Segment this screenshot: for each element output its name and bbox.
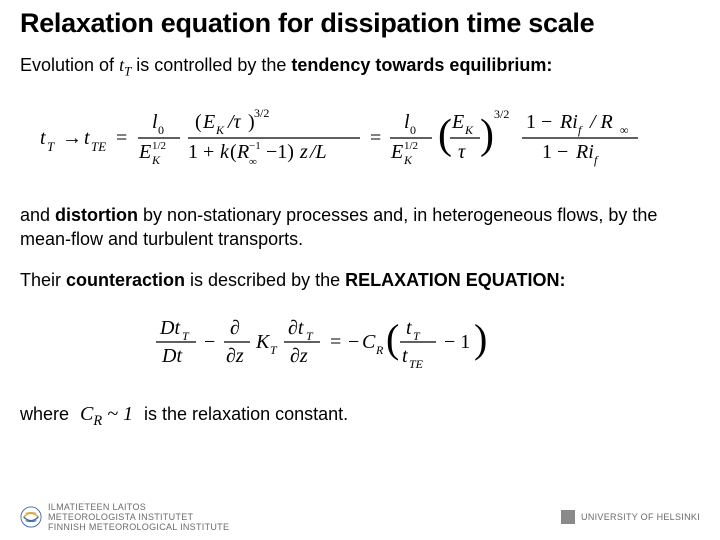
svg-text:K: K xyxy=(403,153,413,167)
svg-text:/L: /L xyxy=(309,141,327,163)
svg-text:Ri: Ri xyxy=(575,141,594,163)
svg-text:− 1: − 1 xyxy=(444,331,470,353)
fmi-line3: FINNISH METEOROLOGICAL INSTITUTE xyxy=(48,522,229,532)
svg-text:t: t xyxy=(406,317,412,339)
line3-mid: is described by the xyxy=(185,270,345,290)
svg-text:): ) xyxy=(474,316,487,361)
fmi-line2: METEOROLOGISTA INSTITUTET xyxy=(48,512,229,522)
svg-text:−: − xyxy=(348,331,359,353)
svg-text:∞: ∞ xyxy=(249,156,257,168)
svg-text:→: → xyxy=(62,127,82,149)
line2-bold: distortion xyxy=(55,205,138,225)
svg-text:∂: ∂ xyxy=(230,317,240,339)
line1-bold: tendency towards equilibrium: xyxy=(291,55,552,75)
equation-relaxation: Dt T Dt − ∂ ∂z K T ∂t T ∂z = − C R xyxy=(20,310,700,379)
svg-text:(: ( xyxy=(195,111,202,133)
svg-text:t: t xyxy=(40,127,46,149)
svg-text:3/2: 3/2 xyxy=(254,106,269,120)
svg-text:1 +: 1 + xyxy=(188,141,214,163)
relaxation-constant-expr: CR ~ 1 xyxy=(74,403,139,425)
helsinki-logo-icon xyxy=(561,510,575,524)
svg-text:t: t xyxy=(402,345,408,367)
svg-text:=: = xyxy=(116,127,127,149)
slide-footer: ILMATIETEEN LAITOS METEOROLOGISTA INSTIT… xyxy=(20,502,700,532)
line3-pre: Their xyxy=(20,270,66,290)
helsinki-text: UNIVERSITY OF HELSINKI xyxy=(581,512,700,522)
slide-title: Relaxation equation for dissipation time… xyxy=(20,8,700,39)
svg-text:T: T xyxy=(270,343,278,357)
svg-text:): ) xyxy=(480,112,494,158)
where-line: where CR ~ 1 is the relaxation constant. xyxy=(20,401,700,431)
line3-bold1: counteraction xyxy=(66,270,185,290)
line4-pre: where xyxy=(20,404,69,424)
fmi-logo-icon xyxy=(20,506,42,528)
svg-text:1/2: 1/2 xyxy=(152,140,166,152)
svg-text:Dt: Dt xyxy=(159,317,180,339)
svg-text:−: − xyxy=(204,331,215,353)
fmi-line1: ILMATIETEEN LAITOS xyxy=(48,502,229,512)
svg-text:TE: TE xyxy=(91,139,106,154)
line1-post: is controlled by the xyxy=(131,55,291,75)
svg-text:E: E xyxy=(451,111,464,133)
svg-text:k: k xyxy=(220,141,230,163)
svg-text:K: K xyxy=(464,123,474,137)
distortion-line: and distortion by non-stationary process… xyxy=(20,203,700,252)
svg-text:τ: τ xyxy=(458,141,466,163)
svg-text:R: R xyxy=(375,343,384,357)
svg-text:(: ( xyxy=(438,112,452,158)
svg-text:K: K xyxy=(215,123,225,137)
equation-equilibrium: t T → t TE = l 0 E K 1/2 ( E K /τ ) 3/2 xyxy=(20,98,700,181)
footer-right: UNIVERSITY OF HELSINKI xyxy=(561,510,700,524)
svg-text:K: K xyxy=(151,153,161,167)
svg-text:=: = xyxy=(330,331,341,353)
svg-text:∂z: ∂z xyxy=(226,345,244,367)
svg-text:T: T xyxy=(47,139,55,154)
svg-text:3/2: 3/2 xyxy=(494,107,509,121)
svg-text:E: E xyxy=(202,111,215,133)
svg-text:T: T xyxy=(182,329,190,343)
counteraction-line: Their counteraction is described by the … xyxy=(20,268,700,292)
svg-text:∂t: ∂t xyxy=(288,317,304,339)
svg-text:0: 0 xyxy=(410,123,416,137)
svg-text:R: R xyxy=(236,141,249,163)
line3-bold2: RELAXATION EQUATION: xyxy=(345,270,565,290)
svg-text:(: ( xyxy=(386,316,399,361)
fmi-text: ILMATIETEEN LAITOS METEOROLOGISTA INSTIT… xyxy=(48,502,229,532)
svg-text:1/2: 1/2 xyxy=(404,140,418,152)
svg-text:K: K xyxy=(255,331,271,353)
svg-text:TE: TE xyxy=(409,357,424,371)
svg-text:T: T xyxy=(413,329,421,343)
svg-text:∞: ∞ xyxy=(620,123,629,137)
svg-text:/τ: /τ xyxy=(227,111,242,133)
svg-text:1 −: 1 − xyxy=(542,141,568,163)
svg-text:1 −: 1 − xyxy=(526,111,552,133)
svg-text:∂z: ∂z xyxy=(290,345,308,367)
svg-text:−1: −1 xyxy=(249,140,261,152)
svg-text:C: C xyxy=(362,331,376,353)
svg-text:E: E xyxy=(390,141,403,163)
svg-text:z: z xyxy=(299,141,308,163)
intro-line: Evolution of tT is controlled by the ten… xyxy=(20,53,700,80)
footer-left: ILMATIETEEN LAITOS METEOROLOGISTA INSTIT… xyxy=(20,502,229,532)
line4-post: is the relaxation constant. xyxy=(144,404,348,424)
line2-pre: and xyxy=(20,205,55,225)
svg-text:f: f xyxy=(594,153,599,167)
svg-text:E: E xyxy=(138,141,151,163)
svg-text:Dt: Dt xyxy=(161,345,182,367)
svg-text:T: T xyxy=(306,329,314,343)
svg-text:/ R: / R xyxy=(589,111,613,133)
svg-text:(: ( xyxy=(230,141,237,163)
svg-text:Ri: Ri xyxy=(559,111,578,133)
svg-text:f: f xyxy=(578,123,583,137)
svg-text:t: t xyxy=(84,127,90,149)
svg-text:=: = xyxy=(370,127,381,149)
svg-text:0: 0 xyxy=(158,123,164,137)
svg-text:−1): −1) xyxy=(266,141,294,163)
line1-pre: Evolution of xyxy=(20,55,119,75)
